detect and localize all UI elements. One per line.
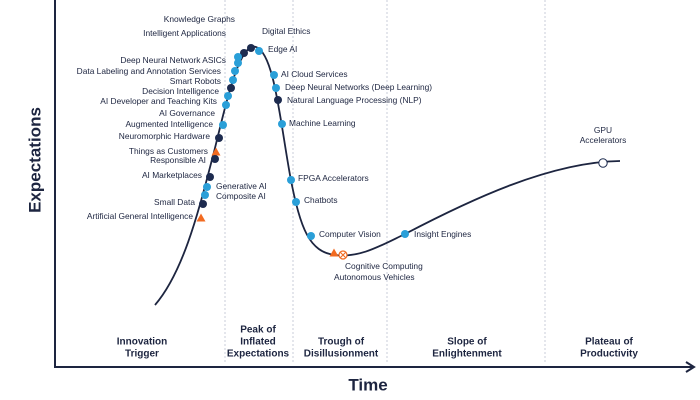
node-label: Augmented Intelligence (125, 119, 213, 129)
node-label: Responsible AI (150, 155, 206, 165)
node-label: Knowledge Graphs (164, 14, 235, 24)
node-label: Insight Engines (414, 229, 471, 239)
nodes: Knowledge Graphs Intelligent Applications… (77, 14, 627, 282)
phase-label: Slope of (447, 337, 487, 348)
node-label: Things as Customers (129, 146, 208, 156)
y-axis-title: Expectations (25, 107, 44, 213)
cross (340, 252, 346, 258)
phase-label: Peak of (240, 325, 276, 336)
node-label: GPU (594, 125, 612, 135)
circle-marker (229, 76, 237, 84)
circle-marker (227, 84, 235, 92)
node-label: Smart Robots (170, 76, 221, 86)
node-label: FPGA Accelerators (298, 173, 369, 183)
circle-marker (222, 101, 230, 109)
circle-marker (206, 173, 214, 181)
phase-separators (224, 0, 546, 362)
node-label: Digital Ethics (262, 26, 310, 36)
node-label: AI Marketplaces (142, 170, 202, 180)
node-label: Decision Intelligence (142, 86, 219, 96)
x-axis-arrow (685, 361, 696, 373)
phase-label: Enlightenment (432, 349, 502, 360)
node-label: Artificial General Intelligence (87, 211, 193, 221)
node-label: Neuromorphic Hardware (119, 131, 211, 141)
triangle-marker (196, 213, 206, 222)
node-label: Intelligent Applications (143, 28, 226, 38)
circle-marker (401, 230, 409, 238)
circle-marker (270, 71, 278, 79)
phase-label: Plateau of (585, 337, 633, 348)
circle-marker (272, 84, 280, 92)
phase-label: Inflated (240, 337, 276, 348)
circle-marker (240, 49, 248, 57)
phase-label: Innovation (117, 337, 168, 348)
circle-marker (211, 155, 219, 163)
circle-marker (231, 67, 239, 75)
node-label: Natural Language Processing (NLP) (287, 95, 422, 105)
triangle-marker (329, 248, 339, 257)
node-label: Accelerators (580, 135, 627, 145)
node-label: Deep Neural Networks (Deep Learning) (285, 82, 432, 92)
circle-marker (247, 44, 255, 52)
circle-marker (201, 191, 209, 199)
node-label: Computer Vision (319, 229, 381, 239)
circle-marker (219, 121, 227, 129)
phase-label: Trigger (125, 349, 159, 360)
phase-label: Productivity (580, 349, 638, 360)
circle-marker (203, 183, 211, 191)
circle-marker (274, 96, 282, 104)
node-label: Edge AI (268, 44, 297, 54)
circle-marker (215, 134, 223, 142)
node-label: Generative AI (216, 181, 267, 191)
node-label: AI Developer and Teaching Kits (100, 96, 217, 106)
circle-marker (199, 200, 207, 208)
node-label: Machine Learning (289, 118, 356, 128)
node-label: Cognitive Computing (345, 261, 423, 271)
circle-marker (255, 47, 263, 55)
circle-marker (292, 198, 300, 206)
circle-marker (287, 176, 295, 184)
phase-label: Disillusionment (304, 349, 379, 360)
x-axis-title: Time (348, 375, 387, 394)
node-label: Autonomous Vehicles (334, 272, 415, 282)
phase-label: Expectations (227, 349, 290, 360)
node-label: AI Cloud Services (281, 69, 348, 79)
hollow-circle-marker (598, 158, 608, 168)
node-label: Composite AI (216, 191, 266, 201)
circle-marker (234, 53, 242, 61)
node-label: Chatbots (304, 195, 338, 205)
circle-marker (307, 232, 315, 240)
circle-marker (278, 120, 286, 128)
node-label: Deep Neural Network ASICs (120, 55, 226, 65)
triangle-marker (211, 147, 221, 156)
circle-marker (234, 59, 242, 67)
node-label: AI Governance (159, 108, 215, 118)
phase-label: Trough of (318, 337, 365, 348)
circle-marker (224, 92, 232, 100)
node-label: Data Labeling and Annotation Services (77, 66, 221, 76)
node-label: Small Data (154, 197, 195, 207)
